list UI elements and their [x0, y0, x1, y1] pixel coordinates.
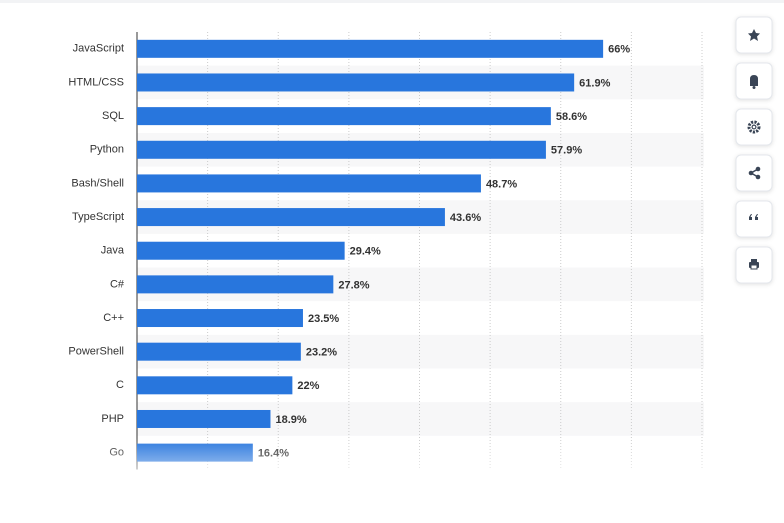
- toolbar: [735, 16, 773, 284]
- settings-button[interactable]: [735, 108, 773, 146]
- category-label: JavaScript: [73, 43, 124, 55]
- value-label: 43.6%: [450, 212, 481, 224]
- bar: [137, 73, 575, 92]
- favorite-button[interactable]: [735, 16, 773, 54]
- bar: [137, 140, 546, 159]
- category-label: SQL: [102, 110, 124, 122]
- bar: [137, 409, 271, 428]
- category-label: C: [116, 379, 124, 391]
- bar: [137, 174, 481, 193]
- value-label: 22%: [297, 380, 319, 392]
- bar: [137, 39, 604, 58]
- scroll-fade: [0, 438, 720, 488]
- value-label: 29.4%: [350, 246, 381, 258]
- share-button[interactable]: [735, 154, 773, 192]
- top-border: [0, 0, 784, 3]
- bar: [137, 208, 445, 227]
- category-label: C++: [103, 312, 124, 324]
- cite-button[interactable]: [735, 200, 773, 238]
- value-label: 66%: [608, 44, 630, 56]
- category-label: HTML/CSS: [68, 76, 124, 88]
- value-label: 18.9%: [275, 414, 306, 426]
- value-label: 48.7%: [486, 178, 517, 190]
- value-label: 61.9%: [579, 77, 610, 89]
- value-label: 23.5%: [308, 313, 339, 325]
- notification-button[interactable]: [735, 62, 773, 100]
- category-label: Python: [90, 144, 124, 156]
- print-button[interactable]: [735, 246, 773, 284]
- value-label: 23.2%: [306, 347, 337, 359]
- bar: [137, 376, 293, 395]
- category-label: Java: [101, 245, 125, 257]
- bar: [137, 275, 334, 294]
- category-label: Bash/Shell: [71, 177, 124, 189]
- value-label: 27.8%: [338, 279, 369, 291]
- category-label: TypeScript: [72, 211, 124, 223]
- category-label: PHP: [101, 413, 124, 425]
- bar: [137, 309, 303, 328]
- bar: [137, 342, 301, 361]
- bar: [137, 241, 345, 260]
- category-label: C#: [110, 278, 125, 290]
- value-label: 57.9%: [551, 145, 582, 157]
- bar: [137, 107, 551, 126]
- value-label: 58.6%: [556, 111, 587, 123]
- plot: JavaScript 66% HTML/CSS 61.9% SQL 58.6% Python…: [68, 32, 704, 470]
- category-label: PowerShell: [68, 346, 124, 358]
